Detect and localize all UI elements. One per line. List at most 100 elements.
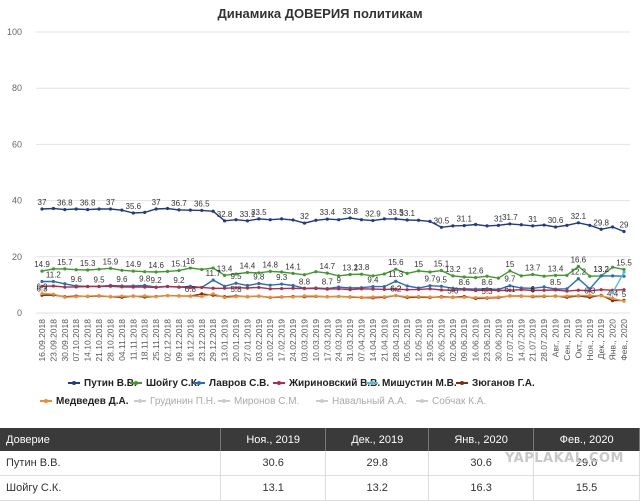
data-point xyxy=(599,227,603,231)
data-point xyxy=(291,283,295,288)
x-tick-label: 02.06.2019 xyxy=(448,319,458,362)
data-point xyxy=(474,288,478,293)
data-label: 9.6 xyxy=(71,275,83,284)
data-point xyxy=(108,295,113,299)
data-label: 31 xyxy=(528,215,537,224)
data-label: 6.8 xyxy=(185,285,197,294)
x-tick-label: 26.05.2019 xyxy=(436,319,446,362)
data-label: 5.3 xyxy=(481,287,493,296)
legend-marker xyxy=(222,399,226,403)
data-point xyxy=(86,294,90,298)
data-point xyxy=(451,295,455,300)
data-label: 6.2 xyxy=(390,285,402,294)
x-tick-label: 11.11.2018 xyxy=(128,319,138,361)
x-tick-label: 13.01.2019 xyxy=(220,319,230,362)
x-tick-label: 03.02.2019 xyxy=(254,319,264,362)
data-point xyxy=(280,217,284,221)
series-line xyxy=(42,275,625,291)
data-point xyxy=(588,289,592,293)
data-label: 8.6 xyxy=(481,278,493,287)
data-point xyxy=(74,285,78,289)
data-point xyxy=(211,292,215,296)
x-tick-label: 24.03.2019 xyxy=(334,319,344,362)
data-label: 13.7 xyxy=(525,264,541,273)
legend-item: Зюганов Г.А. xyxy=(472,378,535,389)
data-point xyxy=(131,294,135,299)
data-label: 15.9 xyxy=(103,257,119,266)
data-point xyxy=(359,287,364,291)
data-point xyxy=(120,208,124,212)
data-point xyxy=(622,229,626,234)
data-point xyxy=(108,284,113,288)
legend-item: Медведев Д.А. xyxy=(56,396,129,407)
x-tick-label: Ноя., 2019 xyxy=(585,319,595,361)
data-label: 5 xyxy=(622,290,627,299)
data-point xyxy=(63,285,67,289)
data-label: 36.5 xyxy=(194,199,210,208)
data-point xyxy=(622,288,626,292)
x-tick-label: 28.04.2019 xyxy=(391,319,401,362)
data-label: 6.2 xyxy=(390,285,402,294)
data-point xyxy=(51,279,56,284)
data-point xyxy=(622,267,626,272)
x-tick-label: 14.07.2019 xyxy=(516,319,526,362)
x-tick-label: 20.01.2019 xyxy=(231,319,241,362)
data-point xyxy=(234,218,238,222)
data-point xyxy=(257,285,261,290)
data-point xyxy=(302,294,307,298)
x-tick-label: 23.12.2018 xyxy=(197,319,207,362)
legend-marker xyxy=(44,399,48,403)
data-point xyxy=(542,223,546,227)
data-label: 6 xyxy=(530,285,535,294)
data-label: 30.5 xyxy=(434,216,450,225)
data-point xyxy=(120,268,124,272)
legend-marker xyxy=(197,381,201,385)
data-label: 33.5 xyxy=(388,208,404,217)
data-point xyxy=(508,222,512,226)
data-point xyxy=(439,225,444,229)
data-point xyxy=(428,287,432,291)
legend-marker xyxy=(134,381,138,385)
data-point xyxy=(325,295,329,299)
x-tick-label: 16.06.2019 xyxy=(471,319,481,362)
data-label: 37 xyxy=(152,198,161,207)
data-point xyxy=(280,295,284,299)
data-point xyxy=(531,272,535,277)
legend-item: Лавров С.В. xyxy=(209,378,269,389)
data-label: 6.3 xyxy=(36,284,48,293)
data-point xyxy=(485,295,489,300)
data-point xyxy=(394,217,398,221)
data-point xyxy=(131,211,135,215)
data-point xyxy=(428,270,432,274)
data-point xyxy=(428,284,432,288)
y-tick-label: 100 xyxy=(7,27,22,37)
data-point xyxy=(143,210,147,215)
table-header: Фев., 2020 xyxy=(533,428,640,451)
data-point xyxy=(451,274,455,278)
data-point xyxy=(371,284,375,289)
data-label: 9.2 xyxy=(173,276,185,285)
data-label: 9.4 xyxy=(367,276,379,285)
data-point xyxy=(451,224,455,228)
x-tick-label: 09.12.2018 xyxy=(174,319,184,362)
data-point xyxy=(97,207,101,211)
series-line xyxy=(611,271,625,294)
data-point xyxy=(51,267,56,271)
data-point xyxy=(519,274,523,278)
data-label: 5.6 xyxy=(447,286,459,295)
data-label: 6.1 xyxy=(504,285,516,294)
data-point xyxy=(610,225,615,229)
data-point xyxy=(211,266,215,270)
data-point xyxy=(565,223,569,227)
data-label: 13.2 xyxy=(593,265,609,274)
legend-item: Собчак К.А. xyxy=(432,395,486,407)
data-point xyxy=(496,295,501,299)
table-cell: 16.3 xyxy=(428,475,535,501)
table-cell: Путин В.В. xyxy=(0,451,221,476)
data-point xyxy=(416,269,421,273)
table-cell: Шойгу С.К. xyxy=(0,475,221,501)
data-point xyxy=(314,218,318,222)
data-point xyxy=(245,286,250,290)
data-label: 9.5 xyxy=(436,275,448,284)
data-point xyxy=(40,292,44,296)
